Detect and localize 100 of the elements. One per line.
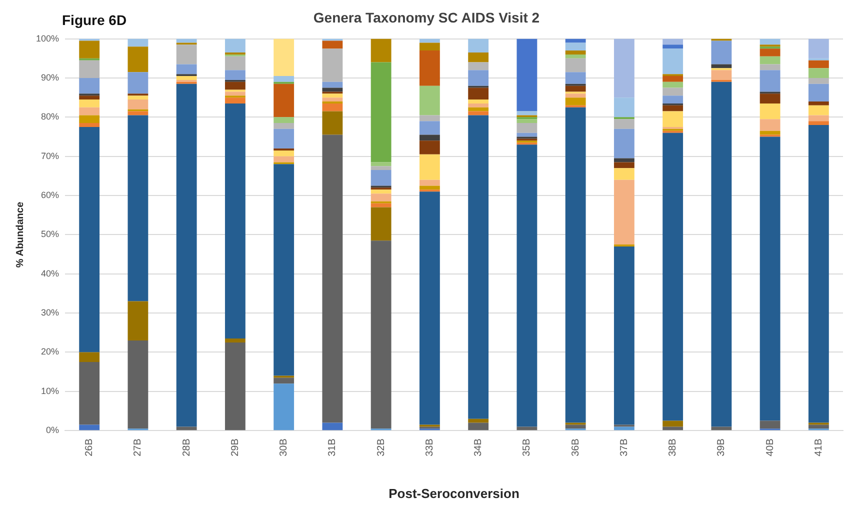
bar (176, 426, 197, 430)
bar (711, 426, 732, 430)
y-axis-title: % Abundance (14, 201, 26, 268)
x-tick-label: 38B (668, 438, 679, 456)
bar (370, 170, 392, 186)
bar (419, 86, 440, 116)
chart-title: Genera Taxonomy SC AIDS Visit 2 (313, 9, 540, 26)
bar (516, 426, 538, 430)
bar (419, 186, 440, 190)
bar (128, 340, 148, 429)
bar (176, 76, 197, 80)
bar (419, 38, 440, 43)
bar (370, 162, 392, 166)
bar (468, 422, 489, 430)
bar (128, 46, 148, 72)
x-tick-label: 36B (570, 438, 582, 456)
bar (565, 50, 586, 54)
y-tick-label: 70% (41, 150, 60, 161)
bar (468, 418, 489, 423)
bar (79, 78, 100, 94)
bar (224, 38, 246, 53)
x-tick-label: 27B (132, 438, 144, 456)
bar (662, 105, 684, 112)
bar (128, 38, 148, 47)
bar (128, 111, 148, 116)
y-tick-label: 90% (41, 72, 60, 82)
bar (614, 158, 634, 162)
bar (419, 140, 440, 154)
bar (79, 40, 100, 58)
bar (760, 94, 780, 104)
bar (370, 166, 392, 170)
bar (711, 70, 732, 80)
bar (760, 70, 780, 92)
x-tick-label: 33B (424, 438, 436, 456)
bar (760, 119, 780, 131)
bar (79, 352, 100, 362)
bar (516, 144, 538, 427)
bar (760, 420, 780, 429)
bar (176, 64, 197, 74)
bar (565, 58, 586, 72)
x-tick-label: 30B (278, 438, 290, 456)
bar (224, 56, 246, 70)
bar (468, 103, 489, 108)
bar (760, 136, 780, 421)
bar (808, 68, 829, 78)
x-tick-label: 39B (716, 438, 728, 456)
bar (370, 190, 392, 194)
bar (419, 180, 440, 186)
bar (128, 96, 148, 100)
x-tick-label: 29B (230, 438, 241, 456)
bar (419, 121, 440, 135)
bar (662, 82, 684, 88)
bar (662, 132, 684, 421)
bar (808, 101, 829, 106)
y-tick-label: 20% (41, 346, 60, 357)
bar (370, 194, 392, 202)
y-tick-label: 0% (46, 425, 60, 436)
bar (224, 82, 246, 90)
bar (274, 76, 294, 82)
x-tick-label: 41B (813, 438, 824, 456)
bar (322, 134, 343, 423)
bar (79, 362, 100, 425)
bar (419, 115, 440, 122)
bar (370, 207, 392, 241)
bar (322, 103, 343, 112)
bar (808, 115, 829, 122)
bar (565, 107, 586, 423)
y-tick-label: 50% (41, 229, 60, 240)
bar (662, 111, 684, 127)
bar (760, 56, 780, 64)
bar (79, 115, 100, 124)
bar (516, 132, 538, 137)
bar (614, 246, 634, 425)
bar (322, 48, 343, 82)
x-tick-label: 26B (84, 438, 96, 456)
bar (274, 84, 294, 118)
bar (468, 52, 489, 62)
bar (274, 156, 294, 162)
y-tick-label: 10% (41, 386, 60, 396)
bar (516, 111, 538, 116)
bar (614, 168, 634, 180)
bar (565, 94, 586, 98)
bar (760, 38, 780, 45)
bar (322, 94, 343, 98)
bar (468, 115, 489, 419)
bar (468, 100, 489, 104)
bar (274, 123, 294, 129)
bar (468, 62, 489, 70)
bar (516, 123, 538, 133)
bar (808, 60, 829, 68)
x-axis-title: Post-Seroconversion (388, 486, 520, 501)
bar (79, 424, 100, 430)
bar (79, 126, 100, 352)
bar (224, 342, 246, 430)
bar (176, 84, 197, 427)
bar (565, 86, 586, 92)
bar (808, 105, 829, 116)
bar (322, 422, 343, 430)
bar (370, 62, 392, 162)
bar (614, 128, 634, 158)
